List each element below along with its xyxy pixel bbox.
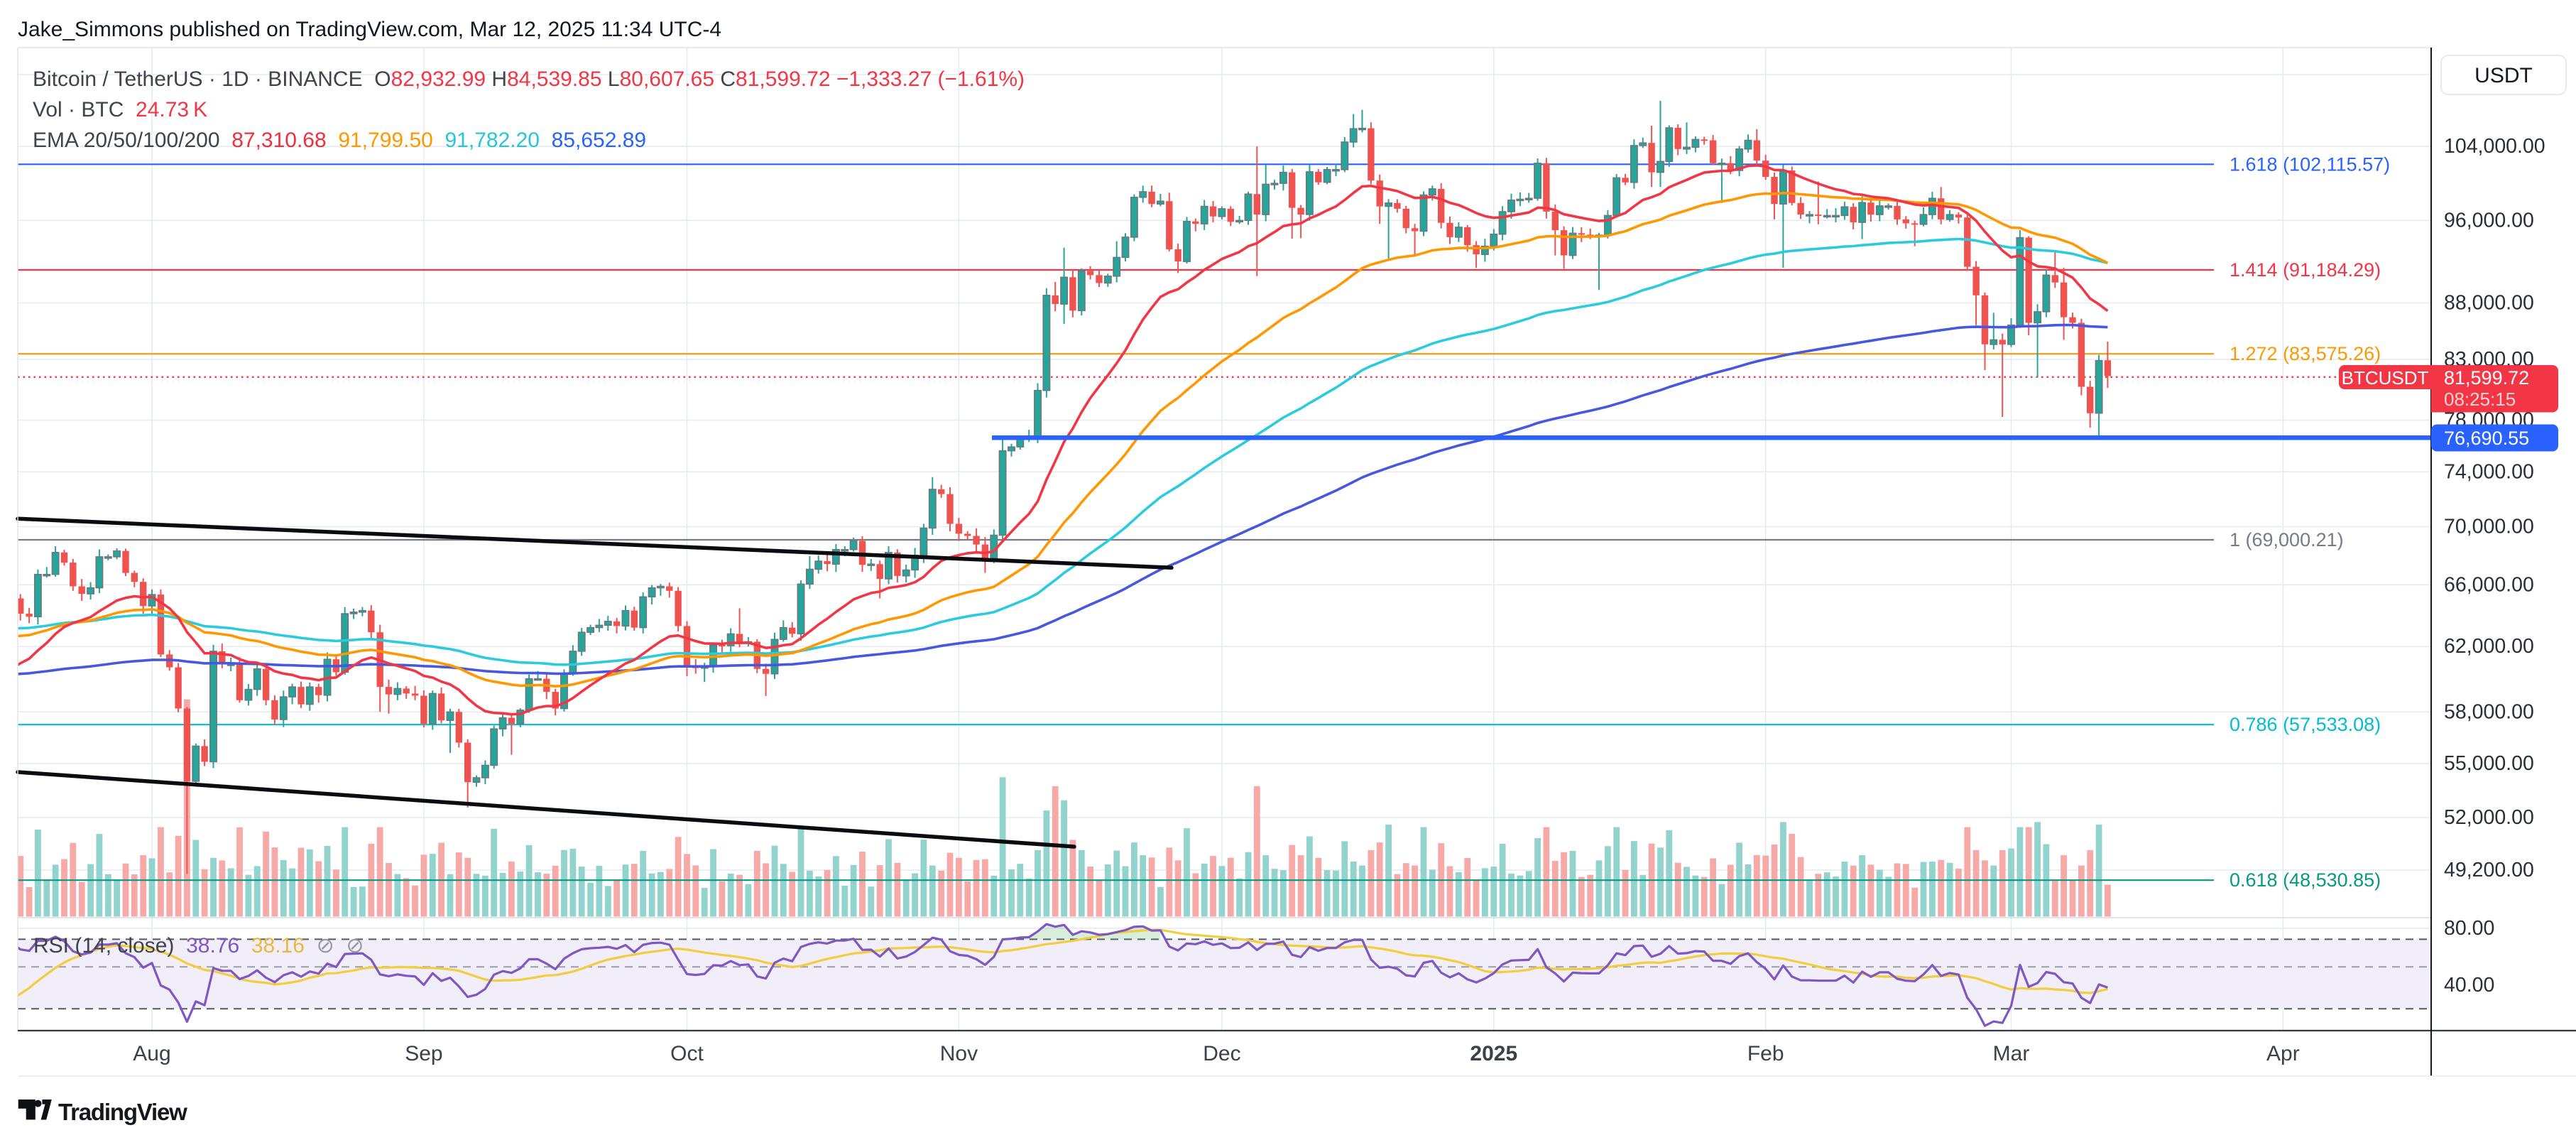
svg-text:96,000.00: 96,000.00 <box>2444 209 2534 232</box>
svg-text:88,000.00: 88,000.00 <box>2444 292 2534 315</box>
svg-text:104,000.00: 104,000.00 <box>2444 135 2545 158</box>
svg-text:Feb: Feb <box>1747 1042 1784 1065</box>
svg-text:80.00: 80.00 <box>2444 917 2494 940</box>
svg-text:0.786 (57,533.08): 0.786 (57,533.08) <box>2230 714 2381 735</box>
svg-text:Apr: Apr <box>2266 1042 2300 1065</box>
svg-text:Nov: Nov <box>940 1042 978 1065</box>
svg-text:70,000.00: 70,000.00 <box>2444 516 2534 538</box>
svg-text:2025: 2025 <box>1470 1042 1517 1065</box>
svg-text:Oct: Oct <box>670 1042 704 1065</box>
svg-text:BTCUSDT: BTCUSDT <box>2342 367 2429 389</box>
svg-text:40.00: 40.00 <box>2444 974 2494 997</box>
svg-text:62,000.00: 62,000.00 <box>2444 635 2534 658</box>
svg-text:Aug: Aug <box>133 1042 170 1065</box>
svg-text:USDT: USDT <box>2474 64 2533 87</box>
svg-text:76,690.55: 76,690.55 <box>2444 428 2529 449</box>
svg-text:1.414 (91,184.29): 1.414 (91,184.29) <box>2230 259 2381 281</box>
svg-text:0.618 (48,530.85): 0.618 (48,530.85) <box>2230 869 2381 891</box>
svg-text:Sep: Sep <box>405 1042 442 1065</box>
svg-text:EMA 20/50/100/200 87,310.68: EMA 20/50/100/200 87,310.68 91,799.50 91… <box>33 129 646 152</box>
svg-text:TradingView: TradingView <box>58 1099 187 1125</box>
svg-text:49,200.00: 49,200.00 <box>2444 859 2534 881</box>
svg-text:1 (69,000.21): 1 (69,000.21) <box>2230 529 2344 550</box>
svg-text:Mar: Mar <box>1993 1042 2030 1065</box>
svg-text:Vol · BTC 24.73 K: Vol · BTC 24.73 K <box>33 98 207 121</box>
svg-text:08:25:15: 08:25:15 <box>2444 389 2516 410</box>
svg-text:Dec: Dec <box>1203 1042 1240 1065</box>
svg-text:Bitcoin / TetherUS · 1D · BINA: Bitcoin / TetherUS · 1D · BINANCE O82,93… <box>33 67 1025 91</box>
svg-text:81,599.72: 81,599.72 <box>2444 367 2529 389</box>
svg-text:52,000.00: 52,000.00 <box>2444 806 2534 829</box>
svg-text:74,000.00: 74,000.00 <box>2444 460 2534 483</box>
svg-text:1.618 (102,115.57): 1.618 (102,115.57) <box>2230 153 2390 175</box>
svg-text:1.272 (83,575.26): 1.272 (83,575.26) <box>2230 343 2381 364</box>
svg-text:66,000.00: 66,000.00 <box>2444 573 2534 596</box>
svg-text:55,000.00: 55,000.00 <box>2444 752 2534 775</box>
svg-text:58,000.00: 58,000.00 <box>2444 700 2534 723</box>
svg-text:RSI (14, close) 38.76 38.16: RSI (14, close) 38.76 38.16 ⊘ ⊘ <box>33 934 364 957</box>
svg-text:Jake_Simmons published on Trad: Jake_Simmons published on TradingView.co… <box>18 18 721 41</box>
